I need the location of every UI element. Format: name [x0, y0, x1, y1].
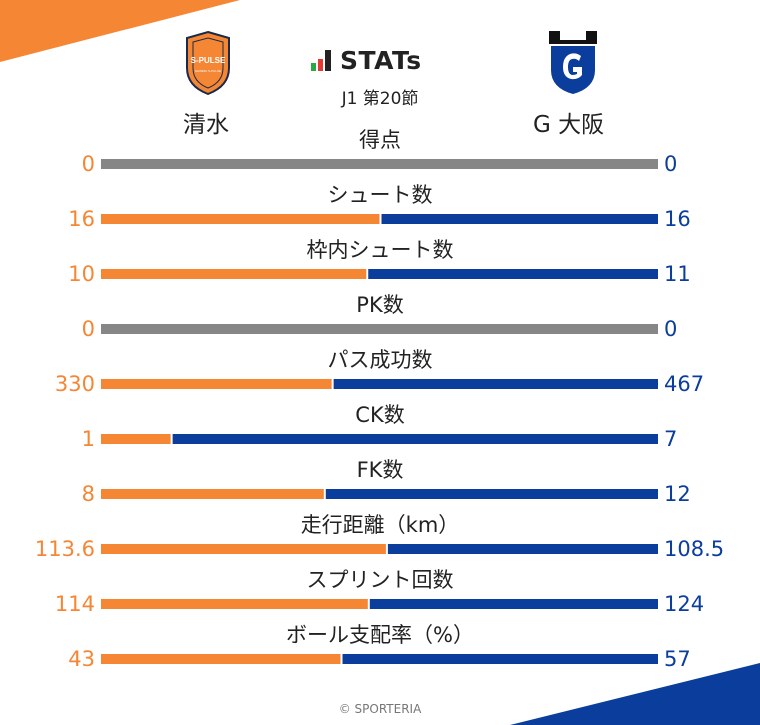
- away-value-label: 0: [664, 152, 677, 176]
- stat-bar-away: [342, 654, 658, 664]
- home-team-crest-icon: S-PULSE SHIMIZU S-PULSE: [186, 30, 230, 96]
- stat-bar-neutral: [101, 324, 658, 334]
- away-value-label: 108.5: [664, 537, 724, 561]
- stat-category-label: FK数: [357, 458, 404, 482]
- stat-bar-home: [101, 599, 368, 609]
- away-value-label: 467: [664, 372, 704, 396]
- home-crest-subtext: SHIMIZU S-PULSE: [195, 69, 221, 73]
- stat-bar-home: [101, 269, 367, 279]
- stat-bar-away: [381, 214, 658, 224]
- away-value-label: 0: [664, 317, 677, 341]
- stat-bar-home: [101, 489, 324, 499]
- stat-bar-away: [325, 489, 658, 499]
- away-team-name: G 大阪: [533, 112, 605, 138]
- stat-category-label: スプリント回数: [307, 568, 454, 592]
- home-value-label: 16: [68, 207, 95, 231]
- stat-bar-away: [333, 379, 658, 389]
- home-value-label: 8: [82, 482, 95, 506]
- stat-category-label: シュート数: [328, 183, 433, 207]
- stat-bar-away: [387, 544, 658, 554]
- home-team-name: 清水: [183, 112, 229, 138]
- stat-category-label: 得点: [359, 128, 401, 152]
- away-value-label: 124: [664, 592, 704, 616]
- home-value-label: 0: [82, 317, 95, 341]
- home-value-label: 1: [82, 427, 95, 451]
- stat-bar-away: [369, 599, 658, 609]
- away-value-label: 57: [664, 647, 691, 671]
- match-round: J1 第20節: [341, 89, 419, 109]
- stats-logo-icon: [311, 50, 331, 71]
- stat-bar-home: [101, 379, 332, 389]
- corner-decoration-bottom-right: [510, 663, 760, 725]
- stat-category-label: PK数: [356, 293, 403, 317]
- home-value-label: 10: [68, 262, 95, 286]
- away-value-label: 7: [664, 427, 677, 451]
- stat-category-label: 走行距離（km）: [301, 513, 460, 537]
- stat-bar-home: [101, 214, 380, 224]
- match-header: S-PULSE SHIMIZU S-PULSE 清水 G 大阪 STATs J1…: [0, 0, 760, 140]
- home-value-label: 43: [68, 647, 95, 671]
- home-value-label: 114: [55, 592, 95, 616]
- home-value-label: 0: [82, 152, 95, 176]
- stat-category-label: 枠内シュート数: [307, 238, 454, 262]
- stat-bar-home: [101, 544, 386, 554]
- corner-decoration-top-left: [0, 0, 240, 62]
- stat-bar-away: [368, 269, 658, 279]
- stat-bar-neutral: [101, 159, 658, 169]
- away-value-label: 12: [664, 482, 691, 506]
- copyright: © SPORTERIA: [338, 702, 422, 716]
- stat-bar-home: [101, 434, 171, 444]
- stat-category-label: ボール支配率（%）: [286, 623, 474, 647]
- stat-category-label: パス成功数: [328, 348, 433, 372]
- away-value-label: 11: [664, 262, 691, 286]
- brand-name: STATs: [340, 45, 422, 75]
- home-crest-text: S-PULSE: [191, 56, 226, 65]
- away-value-label: 16: [664, 207, 691, 231]
- away-team-crest-icon: [549, 31, 597, 94]
- stat-bar-away: [172, 434, 658, 444]
- stat-category-label: CK数: [355, 403, 404, 427]
- brand-logo: STATs: [310, 45, 422, 75]
- stat-bar-home: [101, 654, 341, 664]
- home-value-label: 113.6: [35, 537, 95, 561]
- home-value-label: 330: [55, 372, 95, 396]
